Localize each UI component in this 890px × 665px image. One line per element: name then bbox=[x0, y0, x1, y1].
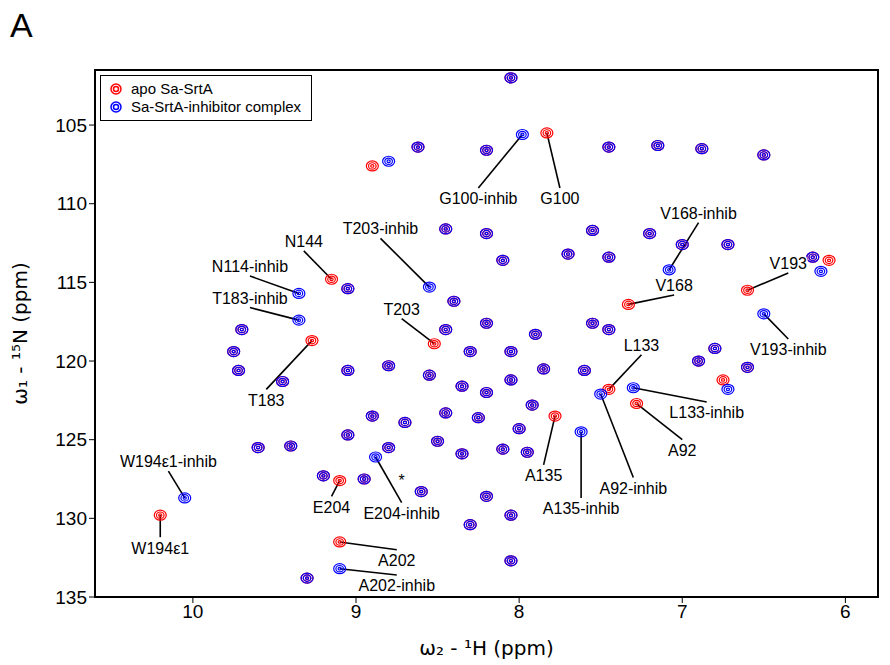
svg-text:T203: T203 bbox=[383, 301, 420, 318]
svg-text:T203-inhib: T203-inhib bbox=[343, 220, 419, 237]
svg-text:110: 110 bbox=[57, 193, 87, 214]
svg-text:6: 6 bbox=[840, 601, 851, 622]
svg-text:N144: N144 bbox=[285, 233, 323, 250]
svg-text:T183-inhib: T183-inhib bbox=[212, 290, 288, 307]
svg-text:A202: A202 bbox=[378, 552, 415, 569]
svg-text:N114-inhib: N114-inhib bbox=[212, 258, 288, 275]
svg-text:8: 8 bbox=[514, 601, 525, 622]
svg-text:V193-inhib: V193-inhib bbox=[750, 341, 827, 358]
svg-text:A92-inhib: A92-inhib bbox=[600, 480, 668, 497]
svg-text:125: 125 bbox=[55, 429, 87, 450]
svg-text:V168-inhib: V168-inhib bbox=[660, 205, 737, 222]
svg-text:E204-inhib: E204-inhib bbox=[363, 505, 440, 522]
svg-text:9: 9 bbox=[351, 601, 362, 622]
svg-text:120: 120 bbox=[55, 351, 87, 372]
svg-text:W194ε1: W194ε1 bbox=[131, 540, 189, 557]
svg-text:A135: A135 bbox=[525, 467, 562, 484]
svg-text:10: 10 bbox=[182, 601, 203, 622]
svg-text:E204: E204 bbox=[313, 499, 350, 516]
svg-text:7: 7 bbox=[677, 601, 688, 622]
html-text:Sa-SrtA-inhibitor complex: Sa-SrtA-inhibitor complex bbox=[131, 98, 302, 115]
svg-text:W194ε1-inhib: W194ε1-inhib bbox=[120, 453, 217, 470]
svg-text:L133-inhib: L133-inhib bbox=[669, 404, 744, 421]
svg-text:V193: V193 bbox=[770, 255, 807, 272]
svg-text:T183: T183 bbox=[248, 392, 285, 409]
svg-text:130: 130 bbox=[55, 508, 87, 529]
svg-text:A135-inhib: A135-inhib bbox=[543, 500, 620, 517]
svg-text:115: 115 bbox=[57, 272, 87, 293]
svg-text:G100-inhib: G100-inhib bbox=[439, 190, 517, 207]
svg-text:L133: L133 bbox=[624, 337, 660, 354]
svg-text:135: 135 bbox=[55, 587, 87, 608]
svg-text:ω₂ - ¹H (ppm): ω₂ - ¹H (ppm) bbox=[419, 636, 554, 660]
html-text:apo Sa-SrtA: apo Sa-SrtA bbox=[131, 80, 213, 97]
svg-text:A202-inhib: A202-inhib bbox=[359, 577, 436, 594]
svg-text:V168: V168 bbox=[655, 277, 692, 294]
svg-text:ω₁ - ¹⁵N (ppm): ω₁ - ¹⁵N (ppm) bbox=[8, 262, 32, 405]
html-text:A: A bbox=[10, 6, 33, 44]
svg-text:A92: A92 bbox=[668, 442, 697, 459]
svg-text:*: * bbox=[399, 472, 405, 489]
svg-text:105: 105 bbox=[55, 115, 87, 136]
svg-text:G100: G100 bbox=[540, 190, 579, 207]
